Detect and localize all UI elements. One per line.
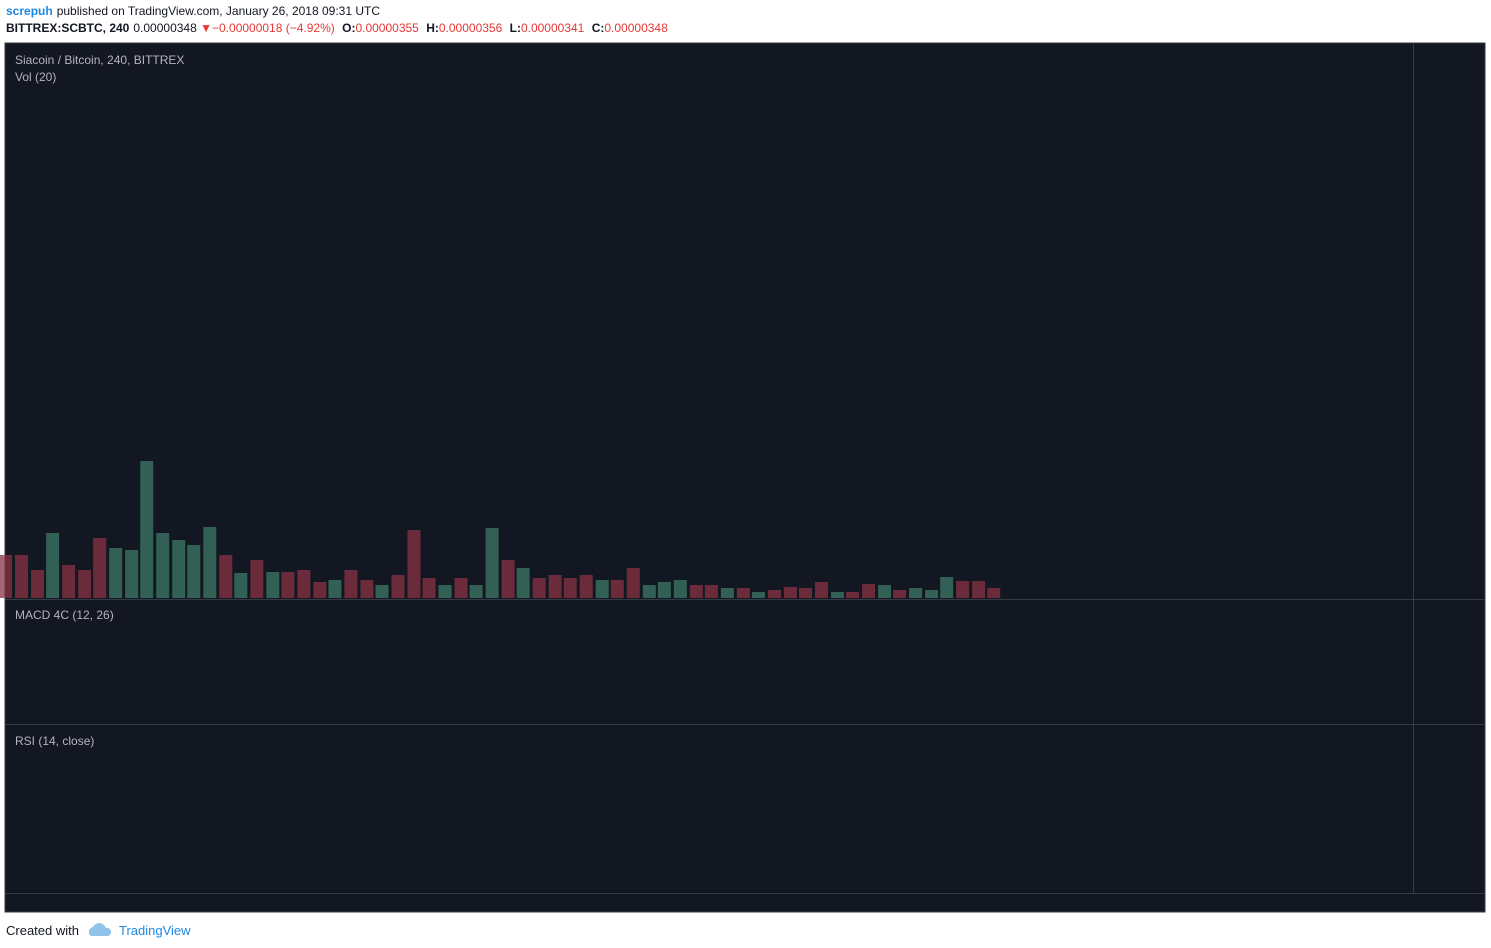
author[interactable]: screpuh xyxy=(6,4,53,18)
macd-title: MACD 4C (12, 26) xyxy=(15,608,114,622)
volume-bar xyxy=(673,580,687,598)
volume-bar xyxy=(532,578,546,598)
arrow: ▼ xyxy=(200,21,212,35)
volume-bar xyxy=(720,588,734,598)
logo xyxy=(88,923,112,936)
rsi-title: RSI (14, close) xyxy=(15,734,94,748)
volume-bar xyxy=(219,555,233,598)
volume-bar xyxy=(281,572,295,598)
volume-bar xyxy=(485,528,499,598)
chart-frame xyxy=(4,42,1486,913)
volume-bar xyxy=(125,550,139,598)
volume-bar xyxy=(736,588,750,598)
volume-bar xyxy=(751,592,765,598)
volume-bar xyxy=(31,570,45,598)
volume-bar xyxy=(987,588,1001,598)
volume-bar xyxy=(375,585,389,598)
volume-bar xyxy=(313,582,327,598)
volume-bar xyxy=(909,588,923,598)
volume-bar xyxy=(548,575,562,598)
volume-bar xyxy=(814,582,828,598)
volume-bar xyxy=(172,540,186,598)
volume-bar xyxy=(93,538,107,598)
volume-bar xyxy=(156,533,170,598)
volume-bar xyxy=(563,578,577,598)
volume-bar xyxy=(704,585,718,598)
volume-bar xyxy=(15,555,29,598)
volume-bar xyxy=(297,570,311,598)
footer: Created with TradingView xyxy=(6,922,191,938)
volume-bar xyxy=(469,585,483,598)
volume-bar xyxy=(642,585,656,598)
ohlc-label: H: xyxy=(426,21,439,35)
volume-bar xyxy=(595,580,609,598)
volume-bar xyxy=(328,580,342,598)
header: screpuh published on TradingView.com, Jan… xyxy=(6,3,668,37)
volume-bar xyxy=(266,572,280,598)
volume-bar xyxy=(62,565,76,598)
volume-bar xyxy=(610,580,624,598)
volume-bar xyxy=(956,581,970,598)
volume-bar xyxy=(972,581,986,598)
volume-bar xyxy=(407,530,421,598)
ohlc-value: 0.00000341 xyxy=(520,21,585,35)
volume-title: Vol (20) xyxy=(15,70,56,84)
symbol: BITTREX:SCBTC, 240 xyxy=(6,21,130,35)
volume-bar xyxy=(798,588,812,598)
published: published on TradingView.com, January 26… xyxy=(56,4,381,18)
volume-bar xyxy=(234,573,248,598)
volume-bar xyxy=(203,527,217,598)
volume-bar xyxy=(579,575,593,598)
volume-bar xyxy=(391,575,405,598)
ohlc-label: O: xyxy=(342,21,356,35)
volume-bar xyxy=(0,555,13,598)
ohlc-label: C: xyxy=(591,21,605,35)
ohlc-value: 0.00000355 xyxy=(355,21,419,35)
volume-bar xyxy=(454,578,468,598)
volume-bar xyxy=(925,590,939,598)
volume-bar xyxy=(360,580,374,598)
volume-bar xyxy=(187,545,201,598)
change: −0.00000018 (−4.92%) xyxy=(212,21,335,35)
volume-bar xyxy=(783,587,797,598)
volume-bar xyxy=(501,560,515,598)
volume-bar xyxy=(626,568,640,598)
volume-bar xyxy=(767,590,781,598)
volume-bar xyxy=(657,582,671,598)
volume-bar xyxy=(344,570,358,598)
ohlc-value: 0.00000348 xyxy=(604,21,668,35)
volume-bar xyxy=(109,548,123,598)
volume-bar xyxy=(516,568,530,598)
chart-title: Siacoin / Bitcoin, 240, BITTREX xyxy=(15,53,184,67)
volume-bar xyxy=(893,590,907,598)
ohlc-label: L: xyxy=(509,21,521,35)
volume-bar xyxy=(878,585,892,598)
volume-bar xyxy=(422,578,436,598)
volume-bar xyxy=(689,585,703,598)
publish-line: screpuh published on TradingView.com, Jan… xyxy=(6,3,668,20)
volume-bar xyxy=(862,584,876,598)
volume-bar xyxy=(940,577,954,598)
volume-bar xyxy=(78,570,92,598)
volume-bar xyxy=(830,592,844,598)
volume-bar xyxy=(250,560,264,598)
volume-bar xyxy=(438,585,452,598)
quote-line: BITTREX:SCBTC, 240 0.00000348 ▼−0.0000001… xyxy=(6,20,668,37)
brand[interactable]: TradingView xyxy=(118,922,191,938)
last: 0.00000348 xyxy=(133,21,197,35)
volume-bar xyxy=(140,461,154,598)
volume-bar xyxy=(846,592,860,598)
ohlc-value: 0.00000356 xyxy=(438,21,503,35)
created-with: Created with xyxy=(6,922,79,938)
volume-bar xyxy=(46,533,60,598)
